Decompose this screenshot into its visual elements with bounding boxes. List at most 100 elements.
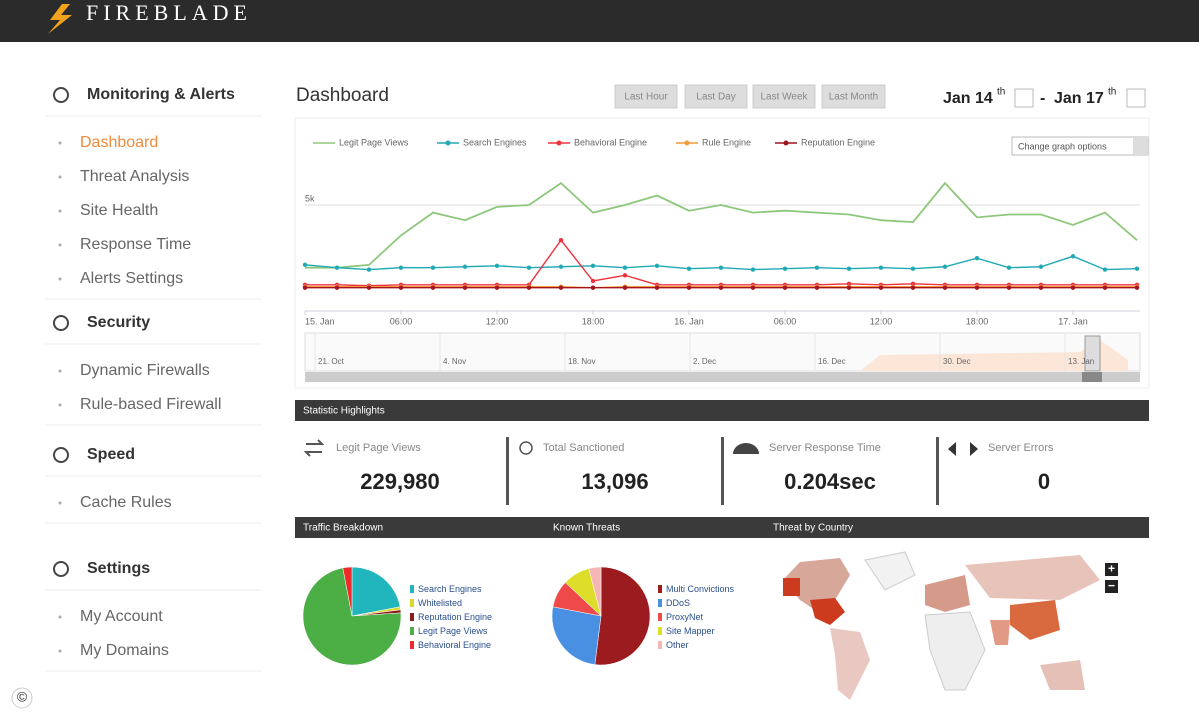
bullet	[58, 615, 62, 619]
menu-item[interactable]: Threat Analysis	[80, 168, 189, 185]
series-point	[302, 285, 308, 290]
range-label: Last Day	[696, 92, 735, 103]
date-from: Jan 14	[943, 90, 993, 107]
stat-value: 0	[1038, 469, 1050, 494]
legend-label: Behavioral Engine	[418, 640, 491, 650]
menu-item[interactable]: Response Time	[80, 236, 191, 253]
series-point	[1102, 285, 1108, 290]
series-point	[846, 266, 852, 271]
range-button[interactable]	[614, 84, 678, 109]
date-dropdown[interactable]	[1014, 88, 1034, 108]
logo-text: FIREBLADE	[86, 0, 252, 25]
range-label: Last Hour	[624, 92, 668, 103]
divider	[721, 437, 724, 505]
series-point	[302, 262, 308, 268]
date-dropdown[interactable]	[1126, 88, 1146, 108]
zoom-out-button[interactable]	[1105, 580, 1118, 593]
series-point	[750, 285, 756, 290]
series-point	[1134, 266, 1140, 271]
series-point	[334, 265, 340, 270]
range-button[interactable]	[752, 84, 816, 109]
x-tick-label: 12:00	[486, 316, 509, 326]
series-point	[1102, 267, 1108, 272]
legend-label: Legit Page Views	[418, 626, 488, 636]
stat-value: 229,980	[360, 469, 440, 494]
menu-item[interactable]: Rule-based Firewall	[80, 396, 221, 413]
legend-swatch	[658, 599, 662, 607]
y-tick-label: 5k	[305, 193, 315, 203]
date-from-suffix: th	[997, 87, 1005, 98]
navigator-label: 13. Jan	[1068, 357, 1094, 366]
series-point	[494, 285, 500, 290]
legend-dot	[445, 140, 451, 146]
menu-item[interactable]: Site Health	[80, 202, 158, 219]
series-point	[686, 285, 692, 290]
series-point	[814, 265, 820, 270]
legend-swatch	[658, 613, 662, 621]
legend-dot	[783, 140, 789, 146]
range-button[interactable]	[821, 84, 886, 109]
pie-slice	[351, 566, 401, 617]
navigator-label: 18. Nov	[568, 357, 596, 366]
navigator-handle[interactable]	[1084, 335, 1101, 372]
section-title[interactable]: Monitoring & Alerts	[87, 86, 235, 103]
pie-slice	[342, 566, 353, 617]
pie-slice	[551, 606, 602, 665]
series-point	[1134, 285, 1140, 290]
panel-title: Known Threats	[553, 523, 620, 534]
scrollbar-thumb[interactable]	[1082, 372, 1102, 382]
bullet	[58, 243, 62, 247]
map-land	[925, 575, 970, 612]
stats-bar	[295, 400, 1149, 421]
legend-dot	[684, 140, 690, 146]
map-land	[783, 578, 800, 596]
navigator-label: 16. Dec	[818, 357, 846, 366]
menu-item[interactable]: Cache Rules	[80, 494, 172, 511]
series-point	[622, 265, 628, 270]
legend-label: Rule Engine	[702, 137, 751, 147]
stat-label: Legit Page Views	[336, 442, 421, 454]
legend-label: Site Mapper	[666, 626, 715, 636]
navigator-area	[860, 340, 1128, 371]
navigator-label: 21. Oct	[318, 357, 345, 366]
pie-slice	[588, 566, 602, 617]
bullet	[58, 649, 62, 653]
map-land	[1010, 600, 1060, 640]
graph-options-label: Change graph options	[1018, 141, 1107, 151]
graph-options-arrow	[1133, 137, 1148, 155]
navigator-label: 4. Nov	[443, 357, 466, 366]
bullet	[58, 175, 62, 179]
zoom-in-button[interactable]	[1105, 563, 1118, 576]
series-line	[305, 181, 1138, 269]
section-title[interactable]: Security	[87, 314, 150, 331]
menu-item[interactable]: Alerts Settings	[80, 270, 183, 287]
range-label: Last Week	[760, 92, 808, 103]
copyright-badge	[11, 687, 33, 709]
pie-slice	[302, 567, 402, 666]
map-land	[990, 620, 1010, 645]
legend-label: Behavioral Engine	[574, 137, 647, 147]
menu-item[interactable]: My Domains	[80, 642, 169, 659]
world-map	[783, 551, 1100, 700]
stat-icon	[948, 442, 978, 456]
menu-item[interactable]: Dashboard	[80, 134, 158, 151]
stat-label: Server Errors	[988, 442, 1054, 454]
menu-item[interactable]: Dynamic Firewalls	[80, 362, 210, 379]
x-tick-label: 12:00	[870, 316, 893, 326]
series-point	[334, 285, 340, 290]
series-point	[558, 264, 564, 269]
scrollbar[interactable]	[305, 372, 1140, 382]
series-point	[846, 285, 852, 290]
section-title[interactable]: Speed	[87, 446, 135, 463]
panel-title: Threat by Country	[773, 523, 853, 534]
section-title[interactable]: Settings	[87, 560, 150, 577]
legend-label: Other	[666, 640, 689, 650]
series-point	[494, 263, 500, 268]
stats-title: Statistic Highlights	[303, 406, 385, 417]
series-point	[366, 285, 372, 290]
menu-item[interactable]: My Account	[80, 608, 163, 625]
series-point	[974, 256, 980, 261]
series-point	[526, 285, 532, 290]
range-button[interactable]	[684, 84, 748, 109]
series-point	[718, 265, 724, 270]
